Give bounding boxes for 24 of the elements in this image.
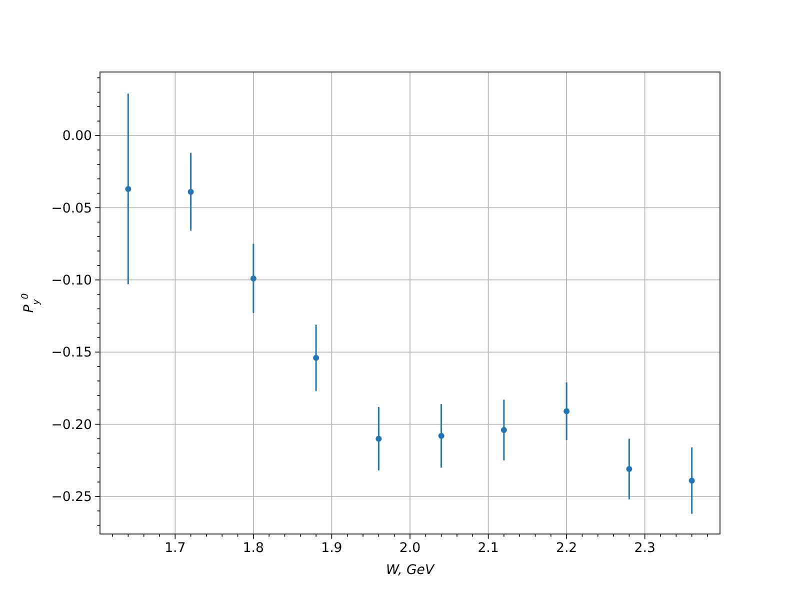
x-tick-label: 1.9 (321, 541, 342, 556)
point (438, 432, 444, 439)
y-tick-label: −0.05 (51, 201, 92, 216)
point (688, 478, 695, 484)
y-tick-label: −0.25 (51, 490, 92, 506)
x-axis-title: W, GeV (386, 563, 435, 578)
x-tick-label: 2.2 (556, 541, 578, 556)
y-tick-label: −0.20 (51, 418, 92, 433)
point (500, 427, 507, 434)
x-tick-label: 2.3 (634, 541, 656, 556)
y-tick-label: −0.10 (51, 274, 92, 289)
x-tick-label: 1.7 (164, 541, 186, 556)
point (376, 436, 382, 442)
point (188, 188, 194, 195)
x-tick-label: 1.8 (242, 541, 264, 556)
point (250, 275, 256, 282)
y-tick-label: 0.00 (62, 129, 92, 144)
point (626, 466, 632, 472)
x-tick-label: 2.1 (478, 541, 499, 556)
x-tick-label: 2.0 (399, 541, 421, 556)
y-tick-label: −0.15 (51, 346, 92, 361)
point (125, 186, 132, 192)
point (313, 354, 320, 361)
point (564, 408, 570, 414)
